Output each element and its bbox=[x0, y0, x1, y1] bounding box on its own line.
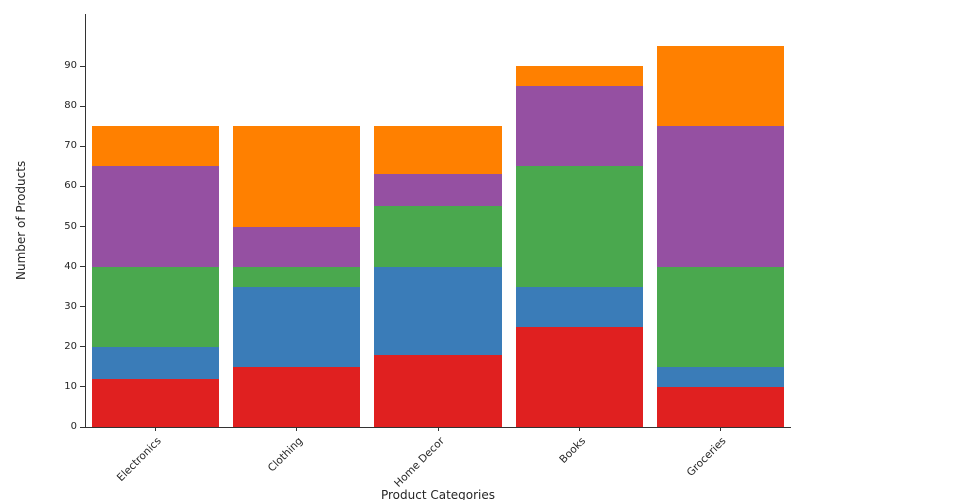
x-tick-mark bbox=[296, 427, 298, 431]
y-tick-label: 20 bbox=[64, 340, 77, 352]
bar-segment-segment-orange bbox=[656, 46, 784, 127]
y-tick-mark bbox=[80, 65, 85, 67]
y-tick-mark bbox=[80, 185, 85, 187]
x-tick-mark bbox=[155, 427, 157, 431]
x-tick-label: Home Decor bbox=[391, 435, 447, 490]
bar-segment-segment-red bbox=[92, 378, 220, 427]
bar-segment-segment-blue bbox=[374, 266, 502, 355]
bar-segment-segment-green bbox=[92, 266, 220, 347]
y-tick-mark bbox=[80, 226, 85, 227]
bar-segment-segment-orange bbox=[374, 126, 502, 175]
bar-segment-segment-red bbox=[515, 326, 643, 427]
x-tick-mark bbox=[437, 427, 439, 431]
plot-area: 0 10 20 30 40 50 60 70 80 90 Electronics Clothing H… bbox=[64, 14, 791, 490]
x-tick-label: Groceries bbox=[685, 435, 729, 479]
bar-segment-segment-orange bbox=[233, 126, 361, 227]
y-tick-mark bbox=[80, 306, 85, 308]
bar-segment-segment-purple bbox=[515, 86, 643, 167]
y-tick-label: 50 bbox=[64, 220, 77, 232]
bar-segment-segment-purple bbox=[656, 126, 784, 267]
bar-segment-segment-blue bbox=[233, 286, 361, 367]
x-tick-label: Electronics bbox=[115, 435, 165, 484]
y-tick-label: 40 bbox=[64, 260, 77, 272]
bar-segment-segment-blue bbox=[656, 366, 784, 387]
y-tick-mark bbox=[80, 145, 85, 147]
bar-clothing bbox=[233, 14, 361, 427]
bar-segment-segment-red bbox=[374, 354, 502, 427]
y-tick-label: 60 bbox=[64, 180, 77, 192]
bar-segment-segment-green bbox=[233, 266, 361, 287]
y-tick-label: 0 bbox=[70, 421, 77, 432]
y-tick-label: 80 bbox=[64, 100, 77, 112]
bar-segment-segment-orange bbox=[92, 126, 220, 167]
y-tick-mark bbox=[80, 266, 85, 268]
y-axis-line bbox=[85, 14, 86, 427]
bar-books bbox=[515, 14, 643, 427]
x-axis-title: Product Categories bbox=[380, 488, 496, 500]
bar-segment-segment-green bbox=[374, 206, 502, 267]
y-axis-title: Number of Products bbox=[14, 160, 28, 280]
y-tick-label: 70 bbox=[64, 140, 77, 152]
bar-segment-segment-purple bbox=[233, 226, 361, 267]
bar-segment-segment-blue bbox=[92, 346, 220, 379]
x-tick-mark bbox=[719, 427, 721, 431]
y-tick-mark bbox=[80, 105, 85, 107]
bar-segment-segment-red bbox=[656, 386, 784, 427]
x-tick-label: Books bbox=[556, 435, 588, 466]
bar-segment-segment-red bbox=[233, 366, 361, 427]
bar-home-decor bbox=[374, 14, 502, 427]
bar-electronics bbox=[92, 14, 220, 427]
x-tick-mark bbox=[578, 427, 580, 431]
y-tick-label: 90 bbox=[64, 60, 77, 72]
x-tick-label: Clothing bbox=[265, 435, 306, 475]
bar-segment-segment-orange bbox=[515, 66, 643, 87]
bar-segment-segment-purple bbox=[374, 174, 502, 207]
y-tick-mark bbox=[80, 346, 85, 348]
bar-groceries bbox=[656, 14, 784, 427]
bar-segment-segment-green bbox=[515, 166, 643, 287]
y-tick-mark bbox=[80, 426, 85, 428]
bar-segment-segment-green bbox=[656, 266, 784, 367]
y-tick-mark bbox=[80, 386, 85, 388]
bar-segment-segment-purple bbox=[92, 166, 220, 267]
y-tick-label: 30 bbox=[64, 300, 77, 312]
bar-segment-segment-blue bbox=[515, 286, 643, 327]
y-tick-label: 10 bbox=[64, 380, 77, 392]
